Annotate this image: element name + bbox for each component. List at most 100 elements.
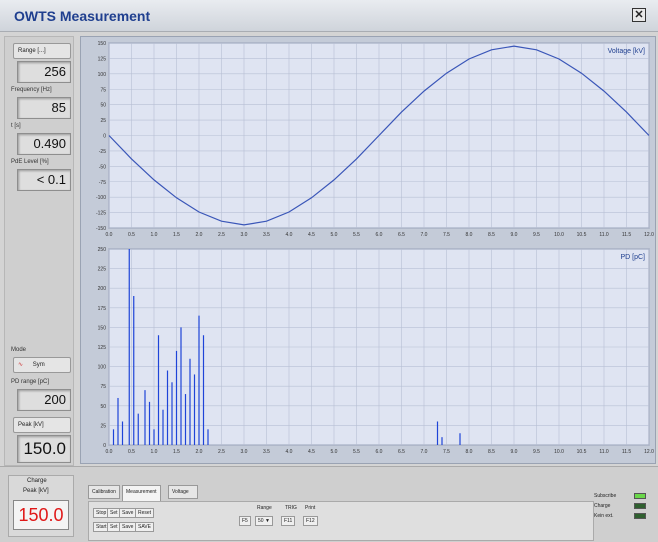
range-value: 256 <box>17 61 71 83</box>
voltage-x-tick-label: 11.0 <box>599 232 609 238</box>
charge-peak-box: Charge Peak [kV] 150.0 <box>8 475 74 537</box>
mode-value: Sym <box>32 362 45 368</box>
pd-x-tick-label: 7.5 <box>443 449 450 455</box>
tab-measurement[interactable]: Measurement <box>122 485 161 501</box>
pd-y-tick-label: 175 <box>98 306 107 312</box>
sine-icon: ∿ <box>18 362 24 368</box>
close-button[interactable]: ✕ <box>632 8 646 22</box>
reset-button[interactable]: Reset <box>135 508 155 518</box>
charge-label: Charge <box>27 478 47 484</box>
voltage-x-tick-label: 6.0 <box>376 232 383 238</box>
voltage-y-tick-label: 125 <box>98 56 107 62</box>
frequency-label: Frequency [Hz] <box>11 87 52 93</box>
pd-y-tick-label: 100 <box>98 365 107 371</box>
t-value: 0.490 <box>17 133 71 155</box>
voltage-x-tick-label: 7.0 <box>421 232 428 238</box>
range-50-label: 50 <box>258 518 264 524</box>
measurement-tab-panel: Stop Set Save Reset Start Set Save SAVE … <box>88 501 594 541</box>
tab-calibration[interactable]: Calibration <box>88 485 120 499</box>
voltage-x-tick-label: 4.5 <box>308 232 315 238</box>
pd-x-tick-label: 11.0 <box>599 449 609 455</box>
frequency-value: 85 <box>17 97 71 119</box>
pd-x-tick-label: 0.5 <box>128 449 135 455</box>
mode-toggle[interactable]: ∿ Sym <box>13 357 71 373</box>
print-header: Print <box>305 505 316 511</box>
voltage-x-tick-label: 4.0 <box>286 232 293 238</box>
pd-range-value[interactable]: 200 <box>17 389 71 411</box>
mode-label: Mode <box>11 347 27 353</box>
voltage-y-tick-label: 150 <box>98 41 107 47</box>
range-selector[interactable]: Range [...] <box>13 43 71 59</box>
pd-range-label: PD range [pC] <box>11 379 50 385</box>
voltage-y-tick-label: -100 <box>96 195 106 201</box>
dropdown-icon: ▼ <box>263 518 270 524</box>
t-label: t [s] <box>11 123 21 129</box>
print-f12-button[interactable]: F12 <box>303 516 318 526</box>
voltage-x-tick-label: 7.5 <box>443 232 450 238</box>
pd-chart-title: PD [pC] <box>620 254 645 261</box>
voltage-y-tick-label: 50 <box>100 103 106 109</box>
pd-x-tick-label: 12.0 <box>644 449 654 455</box>
voltage-x-tick-label: 11.5 <box>622 232 632 238</box>
save-all-button[interactable]: SAVE <box>135 522 154 532</box>
pd-x-tick-label: 10.0 <box>554 449 564 455</box>
pd-y-tick-label: 150 <box>98 325 107 331</box>
graph-frame: 0.0 0.5 1.0 1.5 2.0 2.5 3.0 3.5 4.0 4.5 5.0 5.5 6.0 6… <box>80 36 656 464</box>
pd-x-tick-label: 1.0 <box>151 449 158 455</box>
pd-y-tick-label: 0 <box>103 443 106 449</box>
save-button-2[interactable]: Save <box>119 522 137 532</box>
save-button-1[interactable]: Save <box>119 508 137 518</box>
voltage-x-tick-label: 8.0 <box>466 232 473 238</box>
charts-svg: 0.0 0.5 1.0 1.5 2.0 2.5 3.0 3.5 4.0 4.5 5.0 5.5 6.0 6… <box>96 41 654 455</box>
pd-x-tick-label: 3.0 <box>241 449 248 455</box>
range-header: Range <box>257 505 272 511</box>
peak-selector[interactable]: Peak [kV] <box>13 417 71 433</box>
pd-y-tick-label: 200 <box>98 286 107 292</box>
pd-y-tick-label: 50 <box>100 404 106 410</box>
voltage-x-tick-label: 10.0 <box>554 232 564 238</box>
window-title: OWTS Measurement <box>14 8 151 24</box>
voltage-x-tick-label: 6.5 <box>398 232 405 238</box>
voltage-y-tick-label: 75 <box>100 87 106 93</box>
pd-x-tick-label: 2.5 <box>218 449 225 455</box>
pd-x-tick-label: 11.5 <box>622 449 632 455</box>
voltage-x-tick-label: 3.5 <box>263 232 270 238</box>
pd-x-tick-label: 6.5 <box>398 449 405 455</box>
voltage-y-tick-label: -150 <box>96 226 106 232</box>
voltage-x-tick-label: 3.0 <box>241 232 248 238</box>
status-label-subscribe: Subscribe <box>594 493 617 499</box>
pd-x-tick-label: 8.5 <box>488 449 495 455</box>
voltage-x-tick-label: 9.0 <box>511 232 518 238</box>
peak-value: 150.0 <box>17 435 71 463</box>
pd-y-tick-label: 250 <box>98 247 107 253</box>
voltage-y-tick-label: -75 <box>99 180 106 186</box>
voltage-y-tick-label: 0 <box>103 134 106 140</box>
pd-x-tick-label: 6.0 <box>376 449 383 455</box>
status-label-charge: Charge <box>594 503 611 509</box>
voltage-series-line <box>108 45 650 226</box>
pd-x-tick-label: 9.5 <box>533 449 540 455</box>
pd-y-tick-label: 125 <box>98 345 107 351</box>
trig-f11-button[interactable]: F11 <box>281 516 296 526</box>
pd-x-tick-label: 5.0 <box>331 449 338 455</box>
pd-x-tick-label: 1.5 <box>173 449 180 455</box>
range-50-select[interactable]: 50 ▼ <box>255 516 273 526</box>
status-led-charge <box>634 503 646 509</box>
voltage-x-tick-label: 0.5 <box>128 232 135 238</box>
pd-x-tick-label: 9.0 <box>511 449 518 455</box>
voltage-x-tick-label: 0.0 <box>106 232 113 238</box>
voltage-y-tick-label: 100 <box>98 72 107 78</box>
voltage-x-tick-label: 2.5 <box>218 232 225 238</box>
voltage-x-tick-label: 1.5 <box>173 232 180 238</box>
voltage-x-tick-label: 5.0 <box>331 232 338 238</box>
pd-x-tick-label: 0.0 <box>106 449 113 455</box>
voltage-x-tick-label: 5.5 <box>353 232 360 238</box>
tab-voltage-withstand[interactable]: Voltage Withstand Diagnosis <box>168 485 199 519</box>
range-f5-button[interactable]: F5 <box>239 516 251 526</box>
voltage-x-tick-label: 9.5 <box>533 232 540 238</box>
bottom-peak-label: Peak [kV] <box>23 488 49 494</box>
pd-x-tick-label: 3.5 <box>263 449 270 455</box>
trig-header: TRIG <box>285 505 297 511</box>
voltage-y-tick-label: 25 <box>100 118 106 124</box>
pd-level-value: < 0.1 <box>17 169 71 191</box>
